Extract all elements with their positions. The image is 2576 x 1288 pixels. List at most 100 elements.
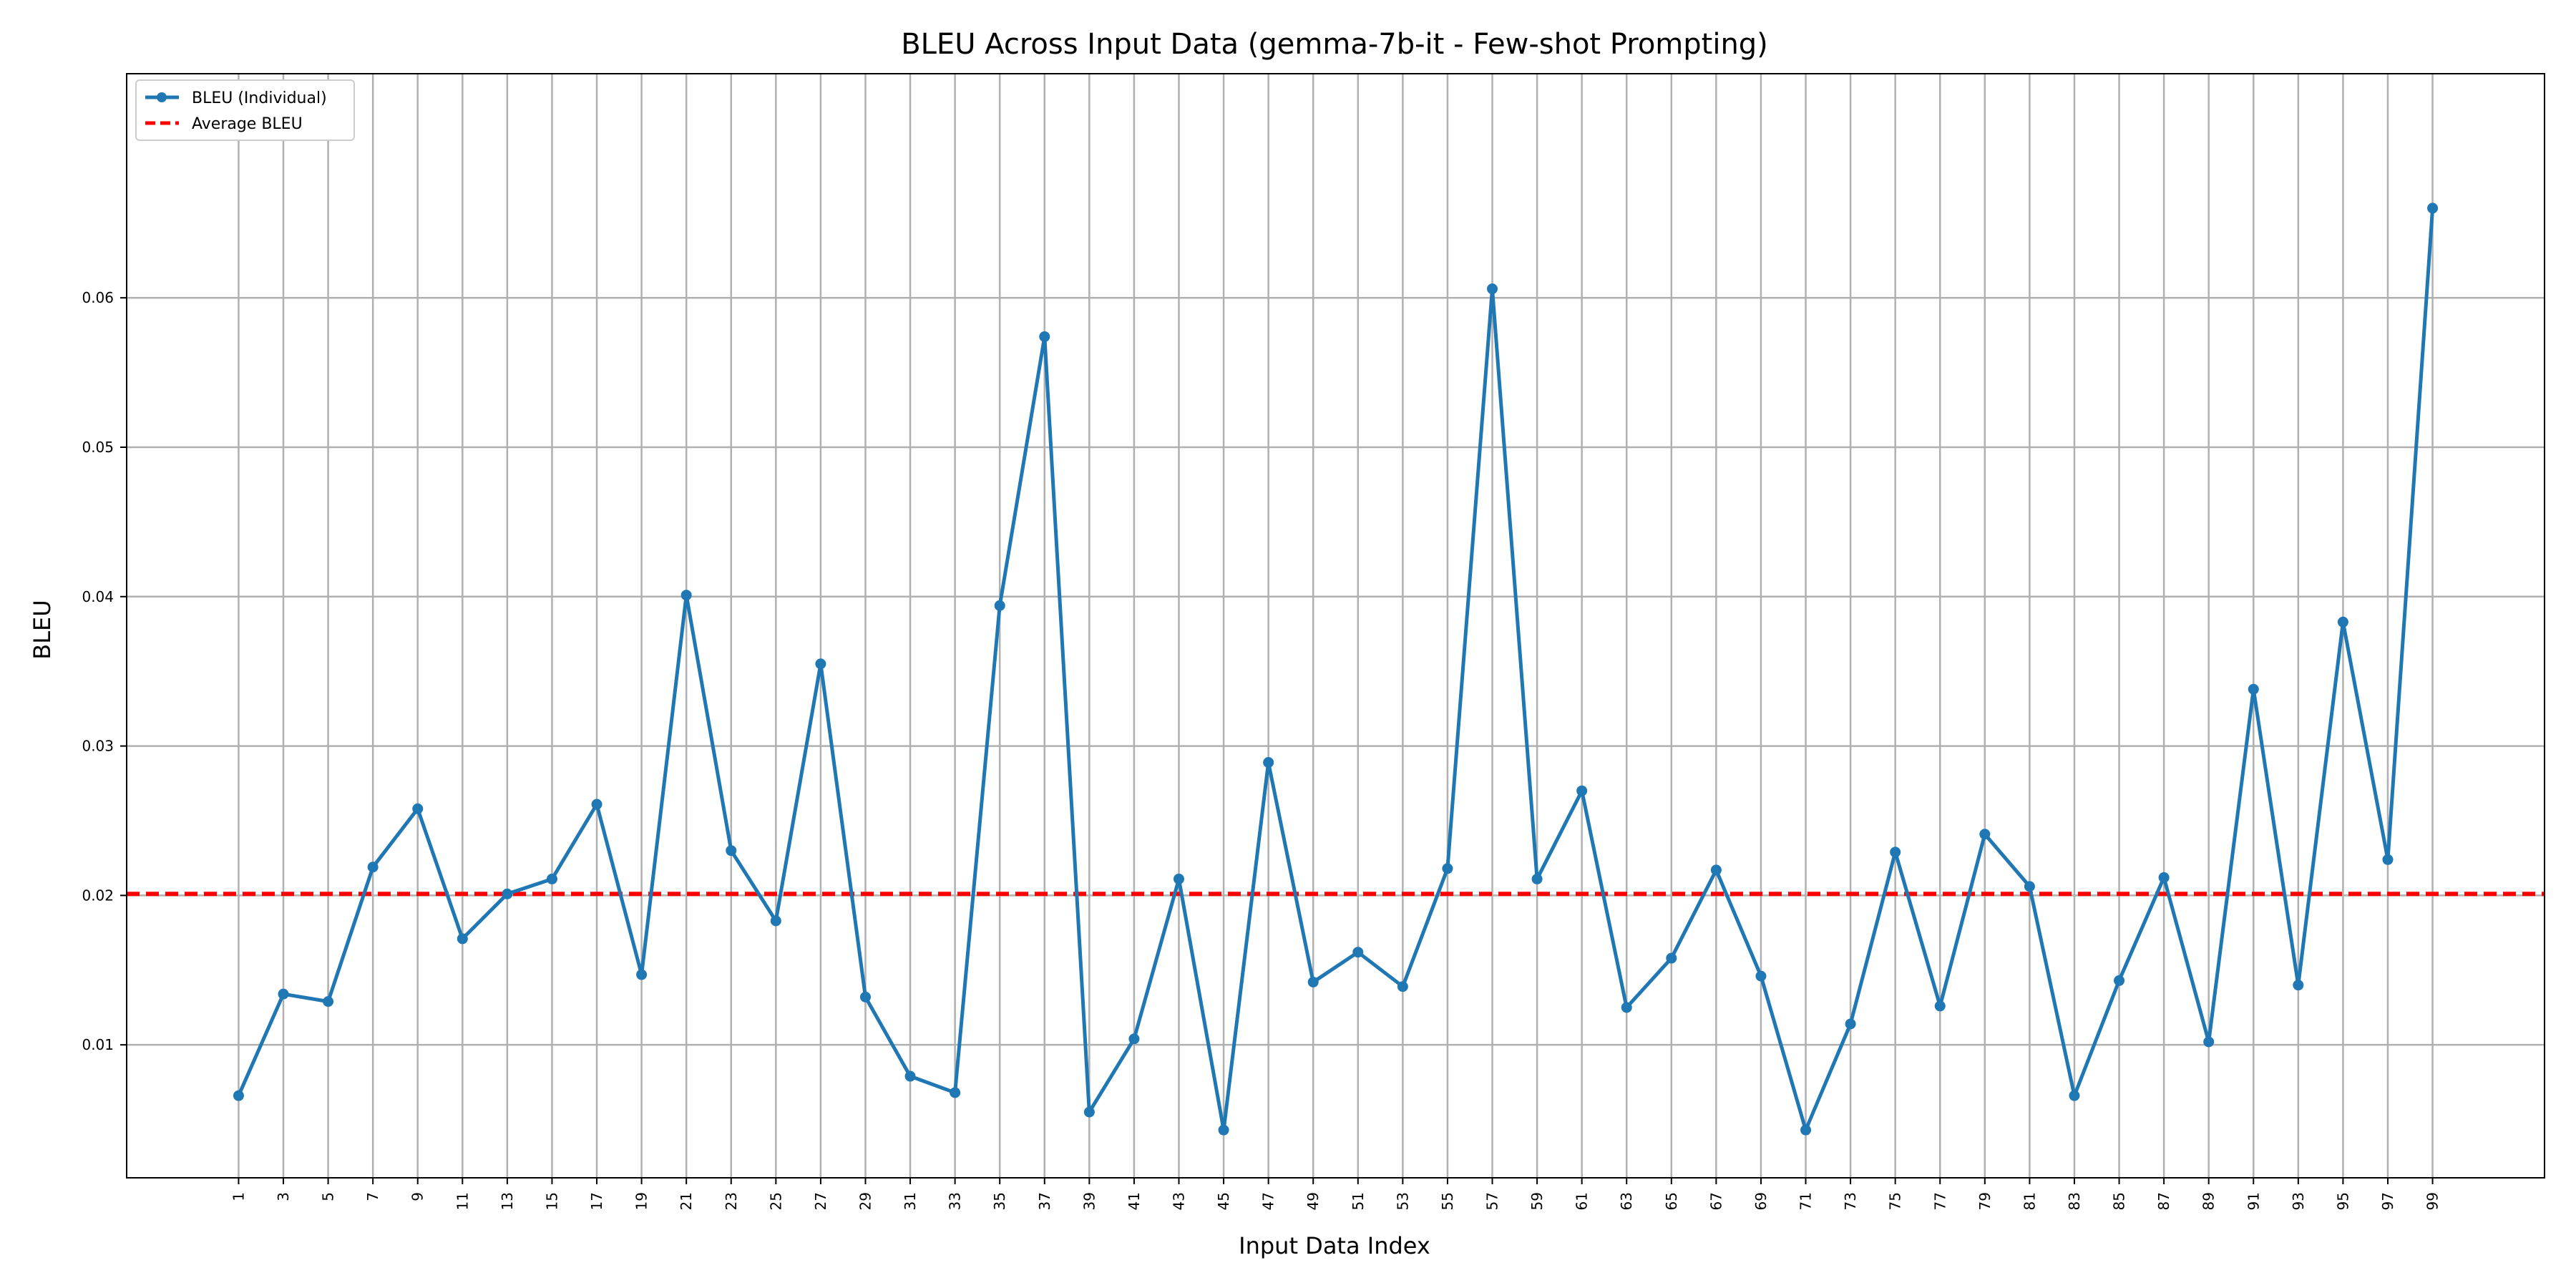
x-tick-label: 97 (2379, 1192, 2396, 1210)
x-tick-label: 63 (1618, 1192, 1635, 1210)
x-tick-label: 77 (1931, 1192, 1948, 1210)
grid (127, 74, 2545, 1178)
x-tick-label: 71 (1797, 1192, 1815, 1210)
x-tick-label: 95 (2334, 1192, 2351, 1210)
data-point (1442, 863, 1453, 874)
x-tick-label: 47 (1260, 1192, 1277, 1210)
x-tick-label: 75 (1887, 1192, 1904, 1210)
x-tick-label: 45 (1215, 1192, 1232, 1210)
y-tick-label: 0.06 (82, 289, 114, 306)
x-tick-label: 51 (1350, 1192, 1367, 1210)
x-tick-label: 29 (857, 1192, 874, 1210)
x-tick-label: 49 (1304, 1192, 1322, 1210)
data-point (1890, 847, 1901, 858)
data-point (1979, 829, 1991, 840)
x-tick-label: 69 (1752, 1192, 1770, 1210)
data-point (2069, 1090, 2080, 1101)
x-axis-ticks: 1 3 5 7 9 11 13 15 17 19 21 23 25 27 29 31 33 35 37 39 41 43 4… (230, 1178, 2441, 1210)
data-point (591, 799, 602, 810)
data-point (1307, 976, 1319, 987)
y-tick-label: 0.04 (82, 588, 114, 605)
x-tick-label: 37 (1036, 1192, 1053, 1210)
data-point (1755, 970, 1767, 982)
data-point (1576, 785, 1588, 796)
data-point (367, 862, 379, 873)
y-tick-label: 0.02 (82, 887, 114, 904)
data-point (457, 933, 468, 945)
x-tick-label: 81 (2021, 1192, 2038, 1210)
data-point (1531, 873, 1543, 884)
x-tick-label: 59 (1528, 1192, 1546, 1210)
data-point (1352, 947, 1364, 958)
x-tick-label: 93 (2290, 1192, 2307, 1210)
x-tick-label: 85 (2111, 1192, 2128, 1210)
x-tick-label: 83 (2066, 1192, 2083, 1210)
data-point (636, 969, 648, 980)
data-point (904, 1070, 916, 1082)
x-tick-label: 53 (1394, 1192, 1411, 1210)
x-tick-label: 67 (1707, 1192, 1724, 1210)
x-tick-label: 55 (1439, 1192, 1456, 1210)
x-tick-label: 7 (364, 1192, 381, 1201)
data-point (2382, 854, 2394, 865)
data-point (1218, 1124, 1229, 1136)
x-tick-label: 9 (409, 1192, 426, 1201)
data-point (2248, 683, 2259, 695)
data-point (726, 845, 737, 857)
data-point (1710, 864, 1722, 876)
x-tick-label: 19 (633, 1192, 650, 1210)
x-tick-label: 33 (947, 1192, 964, 1210)
x-tick-label: 27 (812, 1192, 829, 1210)
series-layer (233, 203, 2439, 1136)
data-point (1263, 757, 1274, 769)
x-tick-label: 79 (1976, 1192, 1994, 1210)
data-point (546, 873, 557, 884)
data-point (1397, 981, 1408, 992)
x-tick-label: 99 (2424, 1192, 2441, 1210)
x-tick-label: 43 (1170, 1192, 1187, 1210)
x-tick-label: 5 (320, 1192, 337, 1201)
data-point (233, 1090, 244, 1101)
data-point (770, 915, 781, 927)
data-point (680, 590, 692, 601)
x-tick-label: 13 (499, 1192, 516, 1210)
data-point (2024, 881, 2035, 892)
data-point (2337, 616, 2348, 628)
data-point (1845, 1018, 1856, 1030)
data-point (502, 888, 513, 899)
legend: BLEU (Individual) Average BLEU (135, 79, 355, 141)
x-tick-label: 3 (275, 1192, 292, 1201)
y-tick-label: 0.03 (82, 738, 114, 755)
y-tick-label: 0.01 (82, 1036, 114, 1053)
x-tick-label: 41 (1126, 1192, 1143, 1210)
data-point (859, 991, 871, 1002)
x-tick-label: 11 (454, 1192, 471, 1210)
x-tick-label: 57 (1484, 1192, 1501, 1210)
y-tick-label: 0.05 (82, 439, 114, 456)
x-tick-label: 25 (767, 1192, 784, 1210)
data-point (1173, 873, 1184, 884)
data-point (950, 1087, 961, 1098)
x-tick-label: 35 (991, 1192, 1008, 1210)
data-point (1666, 952, 1677, 964)
x-tick-label: 65 (1663, 1192, 1680, 1210)
legend-box (135, 79, 355, 141)
data-point (278, 988, 289, 1000)
data-point (1621, 1002, 1632, 1013)
data-point (1083, 1106, 1095, 1118)
x-tick-label: 89 (2200, 1192, 2218, 1210)
x-tick-label: 17 (588, 1192, 605, 1210)
x-tick-label: 91 (2245, 1192, 2262, 1210)
series-line (237, 208, 2435, 1132)
plot-frame (126, 73, 2545, 1179)
x-tick-label: 21 (678, 1192, 695, 1210)
y-axis-ticks: 0.01 0.02 0.03 0.04 0.05 0.06 (82, 289, 127, 1053)
data-point (1800, 1124, 1812, 1136)
data-point (1934, 1000, 1946, 1012)
x-tick-label: 31 (902, 1192, 919, 1210)
data-point (815, 658, 826, 670)
legend-series-marker (157, 92, 167, 102)
data-point (412, 803, 424, 814)
